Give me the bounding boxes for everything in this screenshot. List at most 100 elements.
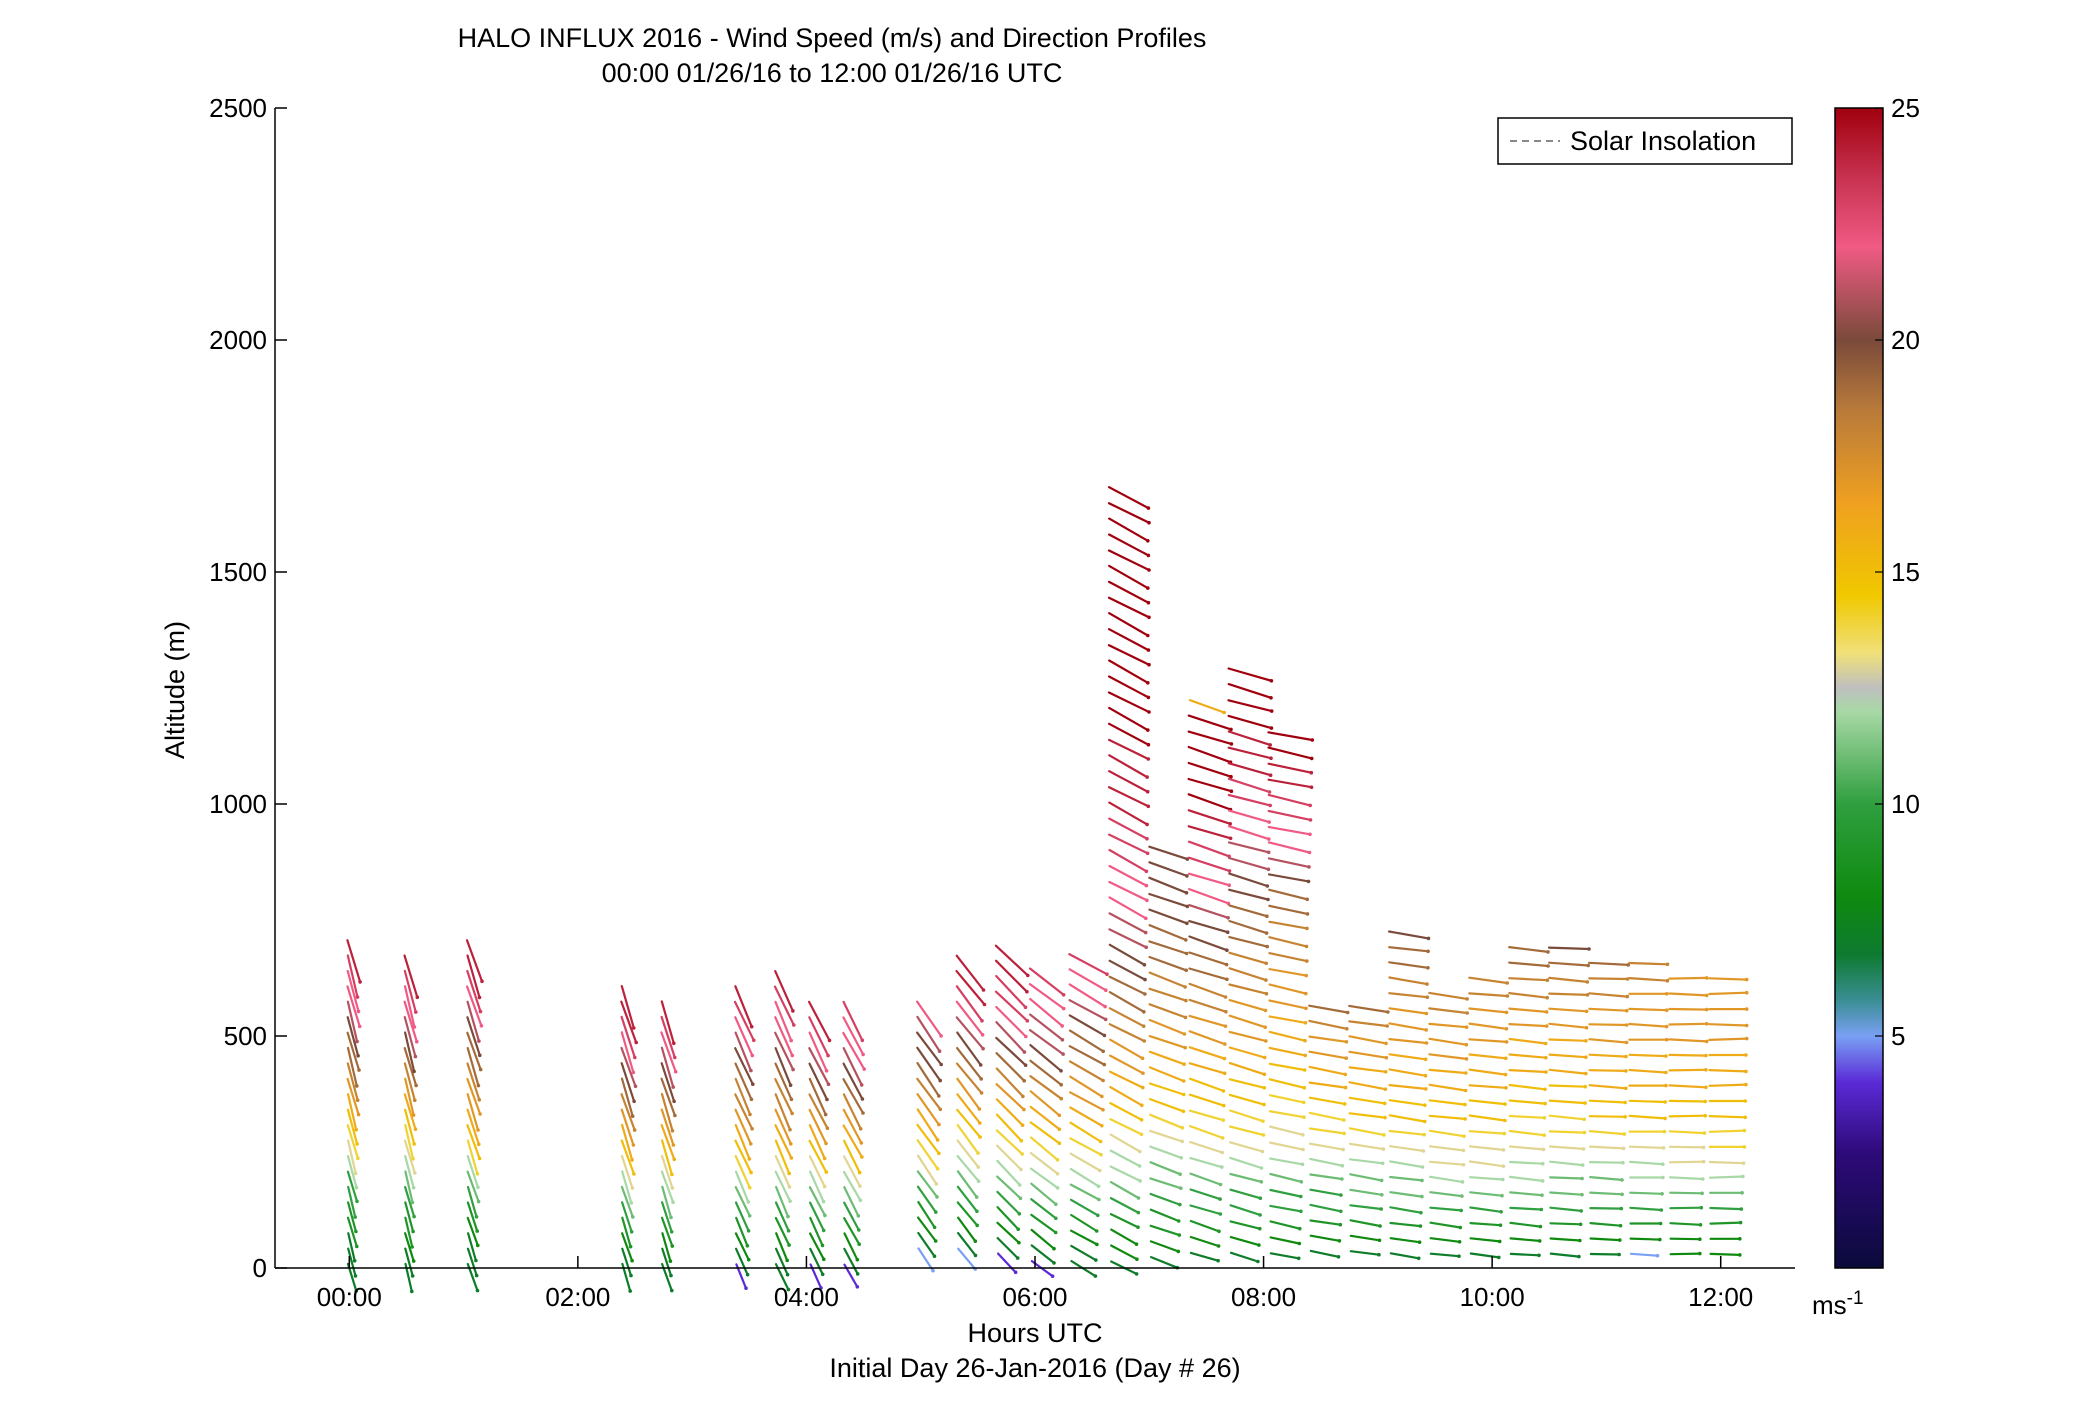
wind-profile-13 (1068, 952, 1109, 1278)
wind-barb-head (1269, 696, 1273, 700)
wind-barb-head (1584, 1055, 1588, 1059)
wind-barb-head (1464, 1042, 1469, 1047)
wind-barb (808, 1062, 829, 1101)
wind-barb (808, 1232, 825, 1261)
wind-barb-head (1345, 1010, 1350, 1015)
wind-barb (995, 1067, 1025, 1098)
wind-barb-head (1309, 770, 1314, 775)
wind-barb (1268, 967, 1308, 977)
wind-barb-head (1744, 1053, 1748, 1057)
wind-barb (1107, 580, 1150, 604)
plot-background (275, 108, 1795, 1268)
wind-barb-head (1537, 1239, 1542, 1243)
wind-barb-head (1704, 1068, 1708, 1072)
wind-barb-head (670, 1244, 675, 1248)
wind-barb-head (982, 1002, 987, 1007)
wind-barb (1429, 1237, 1461, 1243)
wind-barb (1267, 778, 1313, 789)
wind-barb-head (1146, 553, 1151, 558)
wind-barb (466, 1185, 478, 1218)
wind-barb-head (748, 1185, 752, 1190)
wind-barb-head (1262, 1055, 1267, 1060)
wind-barb (466, 1170, 480, 1203)
wind-barb-head (1147, 520, 1151, 525)
wind-barb-head (1340, 1163, 1345, 1168)
wind-barb-head (1183, 1045, 1187, 1050)
wind-profile-22 (1428, 991, 1469, 1258)
wind-barb-head (937, 1151, 941, 1156)
wind-barb (1589, 1206, 1623, 1210)
wind-barb-head (669, 1230, 674, 1234)
wind-barb (1108, 801, 1149, 826)
wind-barb (1149, 1240, 1180, 1253)
wind-barb-head (1545, 995, 1549, 1000)
wind-barb (1388, 1053, 1427, 1061)
wind-barb-head (1738, 1237, 1742, 1241)
wind-barb-head (1228, 822, 1232, 826)
wind-barb-head (1059, 1083, 1063, 1087)
wind-barb (1187, 777, 1233, 793)
wind-barb-head (1176, 1249, 1181, 1254)
wind-barb-head (1301, 1133, 1305, 1137)
wind-barb (1030, 1182, 1057, 1206)
wind-barb (1549, 1206, 1583, 1213)
wind-barb-head (1584, 1009, 1589, 1014)
wind-barb (1588, 1099, 1627, 1104)
wind-barb (808, 1031, 828, 1072)
wind-barb (995, 1129, 1024, 1156)
wind-profile-9 (915, 1000, 943, 1273)
wind-barb (347, 1201, 357, 1233)
wind-barb-head (670, 1288, 674, 1293)
wind-barb (1428, 1099, 1467, 1106)
wind-barb-head (1585, 980, 1590, 984)
wind-barb (1268, 1078, 1306, 1089)
wind-barb-head (631, 1143, 636, 1147)
wind-barb (808, 1139, 828, 1174)
wind-barb (915, 1031, 943, 1066)
wind-barb (842, 1170, 862, 1202)
wind-barb-head (671, 1200, 675, 1205)
wind-barb-head (1139, 1118, 1144, 1122)
wind-barb (916, 1170, 939, 1199)
wind-barb (1509, 1237, 1541, 1243)
wind-barb (1508, 1007, 1548, 1014)
wind-barb-head (412, 1069, 416, 1074)
wind-barb-head (823, 1213, 827, 1218)
wind-barb (1309, 1219, 1342, 1226)
wind-barb (1229, 1156, 1263, 1170)
wind-barb-head (1262, 1072, 1267, 1077)
wind-barb-head (630, 1114, 635, 1118)
wind-barb-head (1340, 1177, 1344, 1181)
wind-barb-head (1140, 1056, 1145, 1061)
wind-barb-head (1059, 1096, 1064, 1101)
wind-barb-head (1704, 1053, 1708, 1058)
wind-barb-head (411, 1259, 416, 1263)
wind-barb (1548, 1068, 1587, 1075)
wind-barb-head (1104, 988, 1108, 992)
wind-barb (1188, 1030, 1226, 1046)
wind-barb (1349, 1234, 1381, 1242)
wind-barb (1069, 1152, 1101, 1172)
wind-barb (620, 1015, 636, 1059)
wind-barb-head (1423, 1073, 1428, 1078)
wind-barb (1108, 991, 1145, 1013)
wind-barb-head (855, 1257, 860, 1262)
wind-barb (1469, 1221, 1502, 1227)
wind-barb (1429, 1206, 1463, 1212)
wind-barb (1108, 912, 1147, 934)
wind-barb (1589, 1237, 1621, 1242)
wind-barb-head (1020, 1152, 1024, 1156)
wind-barb (1228, 872, 1269, 888)
wind-barb (1268, 1110, 1306, 1119)
wind-barb-head (1584, 1039, 1588, 1043)
wind-barb (915, 1000, 943, 1038)
wind-barb-head (938, 1107, 943, 1112)
wind-barb (774, 1185, 790, 1218)
wind-barb-head (1504, 1027, 1509, 1031)
wind-barb-head (1299, 1209, 1303, 1214)
wind-barb (1708, 1083, 1748, 1087)
wind-barb-head (1144, 945, 1148, 950)
wind-barb-head (1135, 1257, 1139, 1261)
wind-barb (1268, 936, 1308, 948)
wind-barb (660, 1015, 676, 1059)
